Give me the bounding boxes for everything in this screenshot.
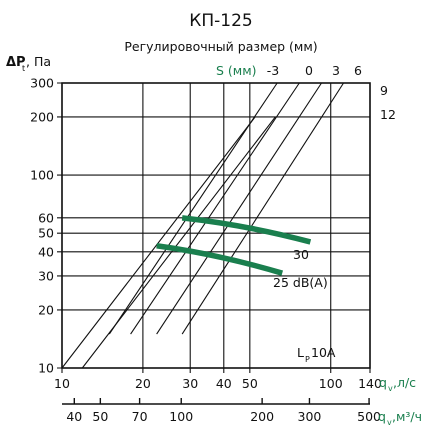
x-tick-label-m3h: 100 [169, 409, 193, 424]
y-tick-label: 10 [38, 361, 54, 376]
s-label-6: 6 [354, 63, 362, 78]
s-line--3 [181, 82, 345, 335]
noise-line-30 [181, 215, 312, 245]
x-axis-ls-unit: ,л/с [393, 375, 416, 390]
y-tick-label: 60 [38, 210, 54, 225]
s-label-3: 3 [332, 63, 340, 78]
x-tick-label-ls: 40 [216, 376, 232, 391]
y-tick-label: 300 [30, 76, 54, 91]
s-line-12 [61, 116, 256, 369]
x-axis-ls-sub: v [388, 384, 393, 393]
x-tick-label-m3h: 40 [66, 409, 82, 424]
x-axis-m3h-unit: ,м³/ч [392, 409, 422, 424]
x-tick-label-ls: 20 [135, 376, 151, 391]
y-tick-label: 20 [38, 302, 54, 317]
x-axis-m3h-q: q [378, 409, 386, 424]
x-tick-label-m3h: 50 [92, 409, 108, 424]
y-tick-label: 200 [30, 109, 54, 124]
s-label-0: 0 [305, 63, 313, 78]
noise-label-30: 30 [293, 247, 309, 262]
noise-label-25: 25 dB(A) [273, 275, 328, 290]
s-line-0 [156, 82, 322, 335]
lp-annotation-tail: 10A [311, 345, 336, 360]
x-axis-title-ls: q v ,л/с [379, 375, 416, 393]
y-tick-label: 50 [38, 226, 54, 241]
s-mm-label: S (мм) [216, 63, 257, 78]
x-tick-label-ls: 50 [242, 376, 258, 391]
plot-frame [61, 82, 371, 369]
chart-subtitle: Регулировочный размер (мм) [124, 39, 317, 54]
chart-title: КП-125 [189, 11, 252, 31]
lp-annotation: L P 10A [297, 345, 336, 364]
x-axis-m3h-sub: v [387, 418, 392, 427]
s-label-minus3: -3 [267, 63, 279, 78]
x-axis-title-m3h: q v ,м³/ч [378, 409, 422, 427]
x-tick-label-m3h: 70 [132, 409, 148, 424]
x-tick-label-ls: 140 [358, 376, 382, 391]
y-tick-label: 30 [38, 268, 54, 283]
noise-line-25 [156, 243, 284, 276]
lp-annotation-sub: P [305, 355, 310, 364]
y-axis-subscript: t [22, 64, 25, 73]
y-gridlines [57, 82, 370, 369]
x-tick-label-ls: 30 [182, 376, 198, 391]
s-line-3 [130, 82, 300, 335]
x-tick-label-m3h: 500 [357, 409, 381, 424]
s-mm-header: S (мм) -3 0 3 6 9 12 [216, 63, 396, 122]
x-tick-label-ls: 10 [54, 376, 70, 391]
x-tick-label-m3h: 300 [298, 409, 322, 424]
y-axis-title: ΔP t , Па [6, 54, 51, 73]
x-tick-label-ls: 100 [319, 376, 343, 391]
x-tick-labels-m3h: 40 50 70 100 200 300 500 [66, 398, 381, 424]
x-axis-ls-q: q [379, 375, 387, 390]
s-lines [61, 82, 345, 369]
s-label-12: 12 [380, 107, 396, 122]
noise-lines [156, 215, 312, 276]
x-gridlines [61, 83, 371, 373]
lp-annotation-l: L [297, 345, 304, 360]
y-tick-label: 40 [38, 244, 54, 259]
y-axis-unit: , Па [26, 54, 51, 69]
s-label-9: 9 [380, 83, 388, 98]
x-tick-labels-ls: 10 20 30 40 50 100 140 [54, 376, 382, 391]
x-tick-label-m3h: 200 [250, 409, 274, 424]
y-tick-label: 100 [30, 168, 54, 183]
y-axis-delta-p: ΔP [6, 55, 26, 70]
s-line-6 [108, 82, 278, 335]
